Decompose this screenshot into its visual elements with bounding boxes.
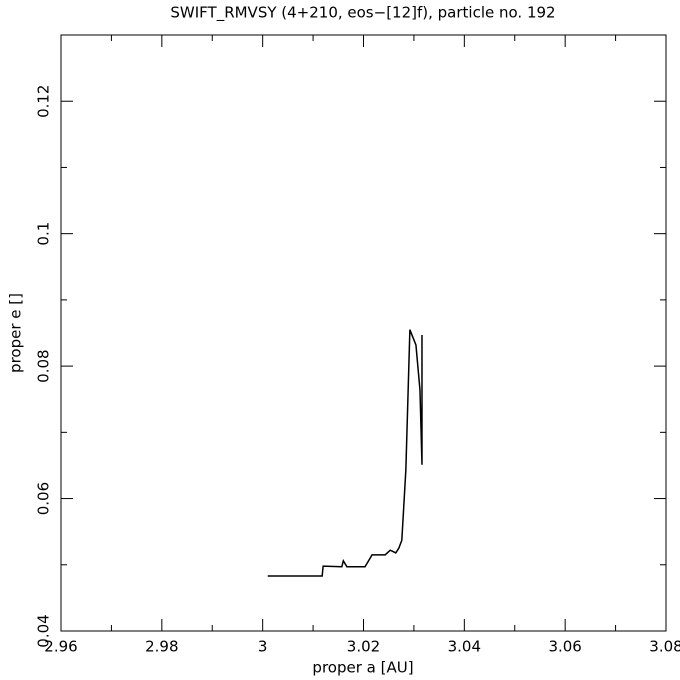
y-axis-label: proper e [] bbox=[7, 293, 25, 373]
x-tick-label: 3.02 bbox=[347, 638, 380, 656]
x-tick-label: 2.96 bbox=[44, 638, 77, 656]
chart-title: SWIFT_RMVSY (4+210, eos−[12]f), particle… bbox=[170, 4, 555, 23]
x-tick-label: 3.08 bbox=[649, 638, 680, 656]
plot-frame bbox=[60, 34, 667, 632]
y-tick-label: 0.06 bbox=[35, 482, 53, 515]
x-tick-label: 2.98 bbox=[145, 638, 178, 656]
x-tick-label: 3.04 bbox=[448, 638, 481, 656]
y-tick-label: 0.04 bbox=[35, 614, 53, 647]
x-tick-label: 3.06 bbox=[548, 638, 581, 656]
data-line bbox=[267, 329, 423, 577]
x-axis-label: proper a [AU] bbox=[312, 659, 413, 677]
x-tick-label: 3 bbox=[258, 638, 268, 656]
y-tick-label: 0.1 bbox=[35, 222, 53, 246]
y-tick-label: 0.12 bbox=[35, 85, 53, 118]
y-tick-label: 0.08 bbox=[35, 349, 53, 382]
